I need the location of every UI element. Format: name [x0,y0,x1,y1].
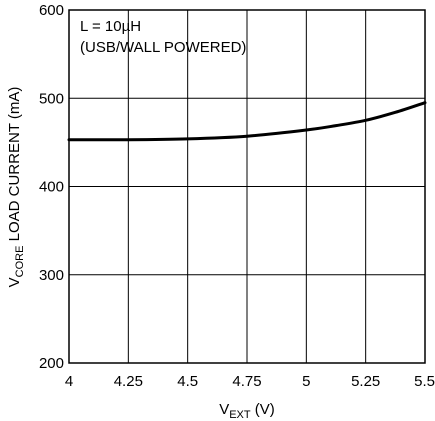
annotation-inductance: L = 10µH [80,18,141,35]
x-tick-label: 5.5 [414,373,435,390]
series-line-0 [67,101,427,142]
y-tick-label: 400 [39,179,64,196]
series-layer [67,101,427,142]
x-axis-title-main: V [219,401,229,418]
annotation-power-source: (USB/WALL POWERED) [80,39,246,56]
x-tick-labels: 4 4.25 4.5 4.75 5 5.25 5.5 [65,373,435,390]
y-axis-title-main: V [6,277,23,287]
y-axis-title-suffix: LOAD CURRENT (mA) [6,87,23,246]
grid-lines [69,10,425,363]
plot-frame [68,9,426,364]
y-tick-labels: 200 300 400 500 600 [39,2,64,372]
x-axis-title-subscript: EXT [229,409,251,421]
x-tick-label: 5.25 [351,373,380,390]
y-tick-label: 300 [39,267,64,284]
x-tick-label: 4.25 [114,373,143,390]
x-axis-title: VEXT (V) [219,401,275,421]
x-tick-label: 4 [65,373,73,390]
x-axis-title-suffix: (V) [251,401,275,418]
y-tick-label: 200 [39,355,64,372]
y-tick-label: 500 [39,90,64,107]
x-tick-label: 5 [302,373,310,390]
x-tick-label: 4.5 [177,373,198,390]
x-tick-label: 4.75 [232,373,261,390]
y-tick-label: 600 [39,2,64,19]
y-axis-title-subscript: CORE [14,246,26,278]
y-axis-title: VCORE LOAD CURRENT (mA) [6,87,26,288]
